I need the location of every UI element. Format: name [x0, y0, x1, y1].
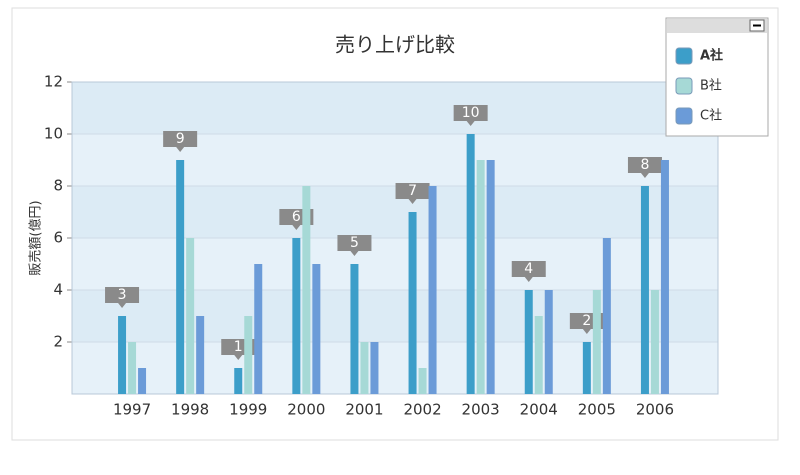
legend-label: C社	[700, 108, 722, 124]
legend-label: B社	[700, 78, 722, 94]
bar	[244, 316, 253, 394]
bar	[128, 342, 137, 394]
data-label: 10	[462, 105, 480, 121]
bar	[534, 316, 543, 394]
y-tick-label: 10	[44, 125, 63, 143]
bar	[138, 368, 147, 394]
bar	[292, 238, 301, 394]
bar	[660, 160, 669, 394]
data-label-box	[627, 157, 662, 178]
bar	[582, 342, 591, 394]
bar	[186, 238, 195, 394]
legend-swatch	[675, 107, 693, 125]
data-label: 1	[234, 339, 243, 355]
x-tick-label: 2002	[403, 401, 441, 419]
bar	[486, 160, 495, 394]
bar	[544, 290, 553, 394]
x-tick-label: 2001	[345, 401, 383, 419]
bar	[254, 264, 263, 394]
bar	[650, 290, 659, 394]
data-label-box	[511, 261, 546, 282]
bar	[592, 290, 601, 394]
bar	[428, 186, 437, 394]
x-tick-label: 1999	[229, 401, 267, 419]
bar	[418, 368, 427, 394]
data-label: 4	[524, 261, 533, 277]
bar	[360, 342, 369, 394]
data-label: 7	[408, 183, 417, 199]
data-label: 9	[176, 131, 185, 147]
legend-header	[667, 19, 767, 33]
y-tick-label: 6	[53, 229, 63, 247]
bar	[524, 290, 533, 394]
x-tick-label: 1997	[113, 401, 151, 419]
y-tick-label: 12	[44, 73, 63, 91]
plot-area	[67, 81, 719, 395]
bar	[476, 160, 485, 394]
x-tick-label: 1998	[171, 401, 209, 419]
data-label: 8	[640, 157, 649, 173]
legend-swatch	[675, 77, 693, 95]
legend-label: A社	[700, 48, 723, 64]
x-tick-label: 2004	[520, 401, 558, 419]
y-tick-label: 8	[53, 177, 63, 195]
chart-title: 売り上げ比較	[335, 33, 455, 57]
bar	[234, 368, 243, 394]
data-label: 6	[292, 209, 301, 225]
legend-swatch	[675, 47, 693, 65]
plot-border	[71, 81, 719, 395]
grid-band	[72, 238, 718, 290]
data-label-box	[395, 183, 430, 204]
data-label: 2	[582, 313, 591, 329]
x-tick-label: 2000	[287, 401, 325, 419]
data-label-box	[337, 235, 372, 256]
bar	[602, 238, 611, 394]
data-label: 3	[118, 287, 127, 303]
bar	[302, 186, 311, 394]
y-tick-label: 2	[53, 333, 63, 351]
bar	[640, 186, 649, 394]
bar	[196, 316, 205, 394]
grid-band	[72, 342, 718, 394]
x-tick-label: 2005	[578, 401, 616, 419]
y-tick-label: 4	[53, 281, 63, 299]
bar	[350, 264, 359, 394]
data-label: 5	[350, 235, 359, 251]
x-tick-label: 2006	[636, 401, 674, 419]
x-tick-label: 2003	[462, 401, 500, 419]
data-label-box	[453, 105, 488, 126]
bar	[408, 212, 417, 394]
bar	[466, 134, 475, 394]
data-label-box	[105, 287, 140, 308]
data-label-box	[163, 131, 198, 152]
bar	[312, 264, 321, 394]
bar	[370, 342, 379, 394]
bar	[176, 160, 185, 394]
bar	[118, 316, 127, 394]
y-axis-label: 販売額(億円)	[28, 200, 44, 275]
